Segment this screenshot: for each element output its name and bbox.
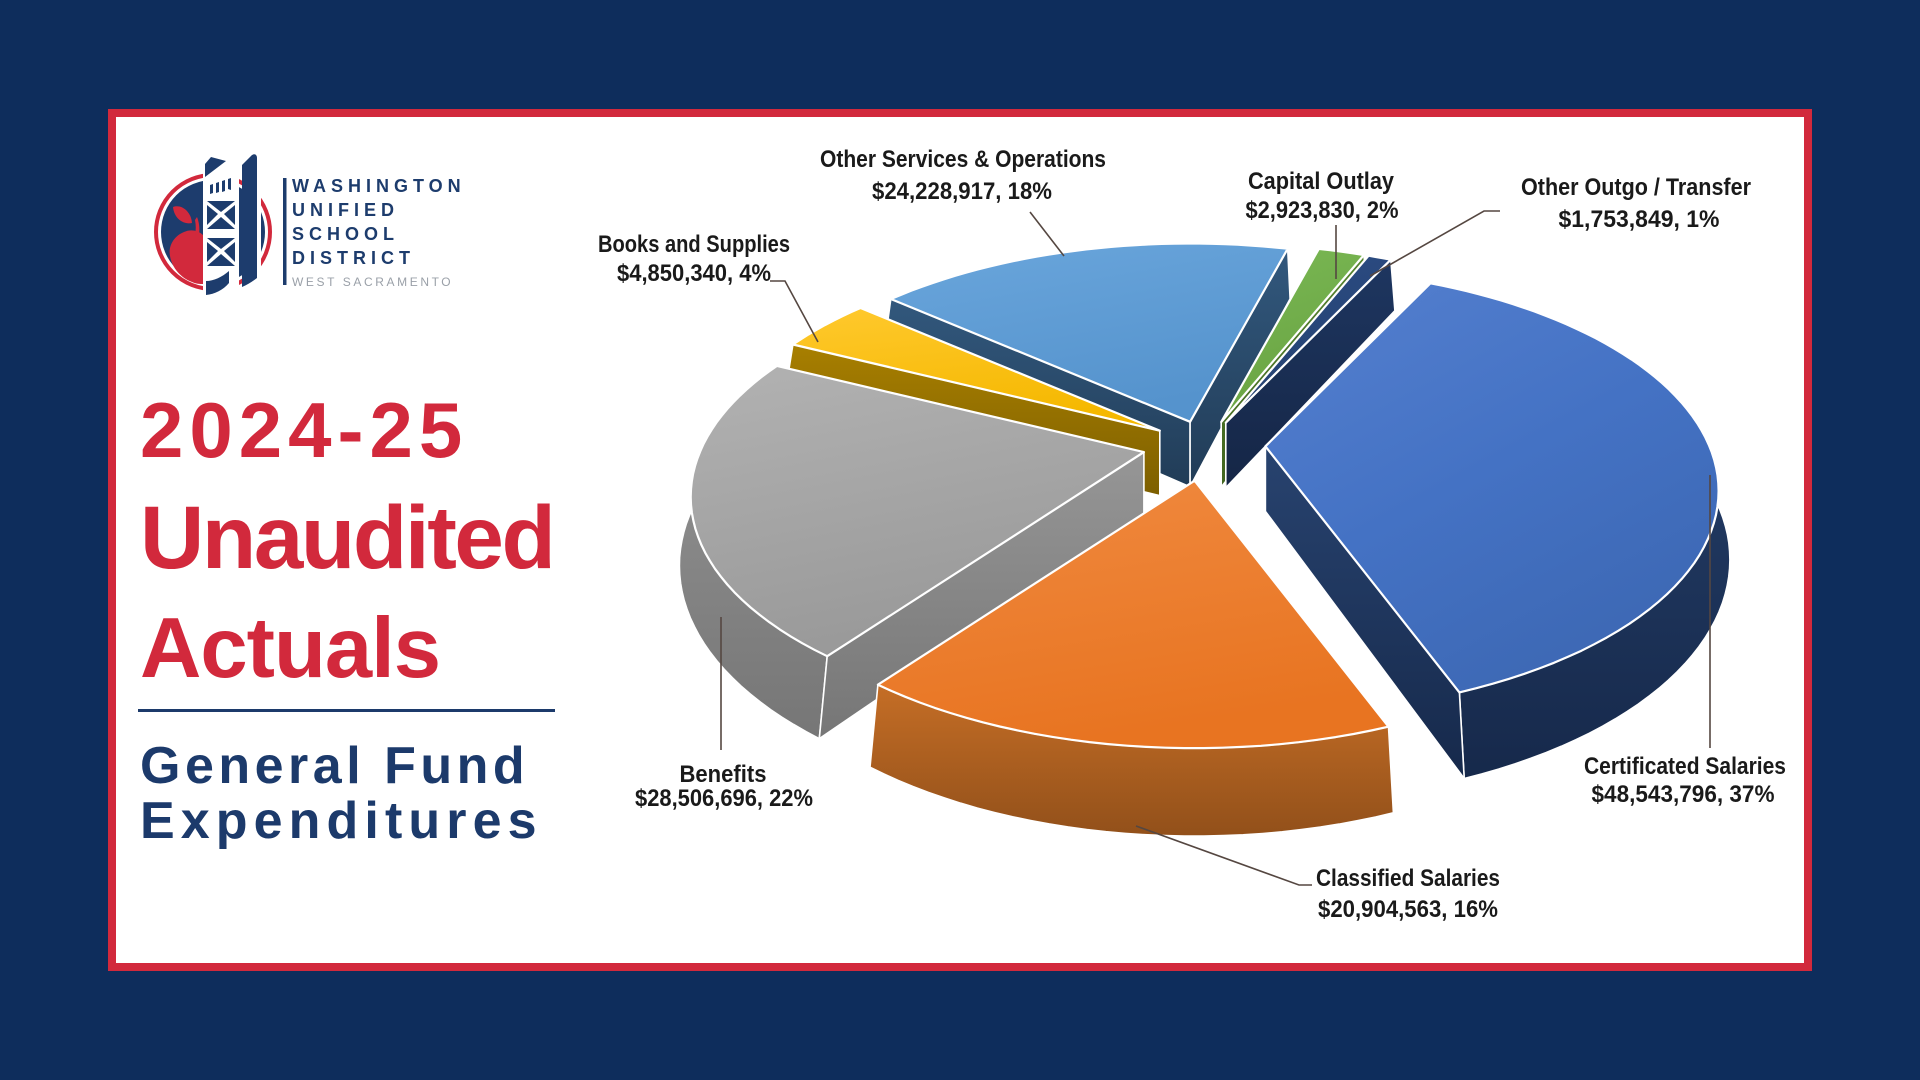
- svg-text:SCHOOL: SCHOOL: [292, 224, 399, 244]
- svg-text:$1,753,849, 1%: $1,753,849, 1%: [1559, 206, 1720, 233]
- svg-text:Certificated Salaries: Certificated Salaries: [1584, 753, 1786, 780]
- svg-text:UNIFIED: UNIFIED: [292, 200, 399, 220]
- svg-text:Classified Salaries: Classified Salaries: [1316, 865, 1500, 892]
- svg-text:$48,543,796, 37%: $48,543,796, 37%: [1592, 781, 1775, 808]
- svg-text:Books and Supplies: Books and Supplies: [598, 231, 790, 258]
- svg-text:Capital Outlay: Capital Outlay: [1248, 168, 1394, 195]
- svg-text:$24,228,917, 18%: $24,228,917, 18%: [872, 178, 1052, 205]
- svg-text:WASHINGTON: WASHINGTON: [292, 176, 466, 196]
- svg-text:DISTRICT: DISTRICT: [292, 248, 415, 268]
- svg-text:$4,850,340, 4%: $4,850,340, 4%: [617, 260, 771, 287]
- svg-text:$2,923,830, 2%: $2,923,830, 2%: [1246, 197, 1399, 224]
- svg-text:Benefits: Benefits: [680, 761, 767, 788]
- svg-text:$28,506,696, 22%: $28,506,696, 22%: [635, 785, 813, 812]
- svg-text:Other Services & Operations: Other Services & Operations: [820, 146, 1106, 173]
- svg-text:WEST SACRAMENTO: WEST SACRAMENTO: [292, 275, 453, 289]
- svg-text:Other Outgo / Transfer: Other Outgo / Transfer: [1521, 174, 1751, 201]
- svg-text:$20,904,563, 16%: $20,904,563, 16%: [1318, 896, 1498, 923]
